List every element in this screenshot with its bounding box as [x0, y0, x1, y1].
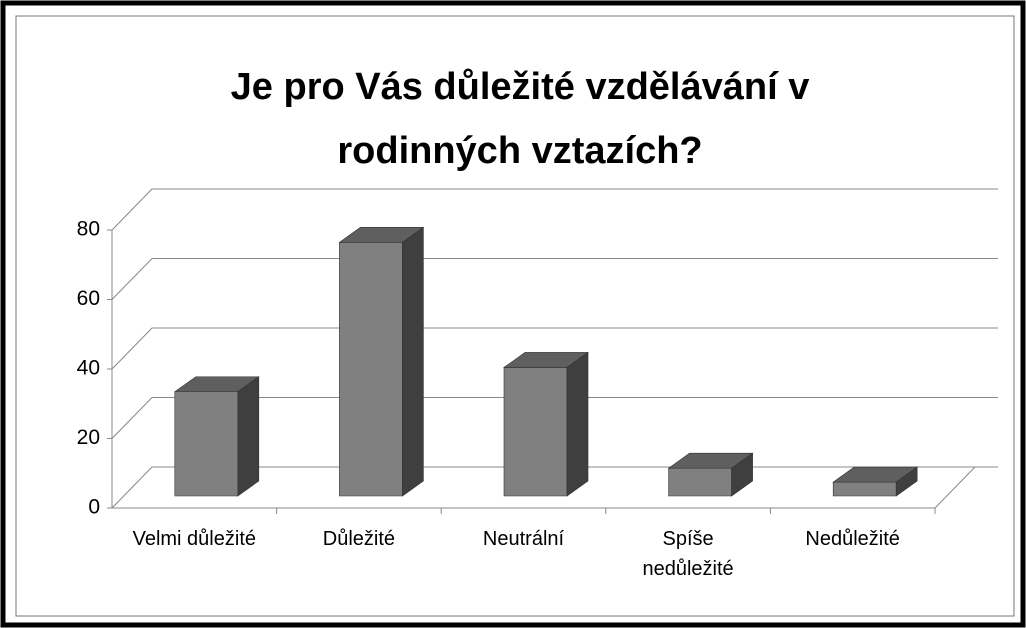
bar [173, 376, 260, 497]
bar-side [566, 351, 589, 497]
y-tick-label: 40 [77, 357, 100, 380]
y-tick-label: 60 [77, 287, 100, 310]
bar-front [503, 367, 568, 497]
bar-front [339, 242, 403, 497]
grid-line [111, 258, 998, 300]
grid-line [111, 188, 998, 231]
chart-title: Je pro Vás důležité vzdělávání v rodinný… [230, 66, 810, 172]
grid-line [111, 397, 998, 439]
bar [503, 351, 589, 497]
y-tick-label: 0 [88, 496, 100, 519]
bar [832, 466, 919, 497]
x-tick-label: Spíše nedůležité [642, 528, 734, 580]
bar-side [402, 226, 424, 497]
bar-front [668, 467, 732, 497]
x-tick-label: Důležité [322, 528, 396, 550]
bar [338, 226, 425, 497]
grid-line [111, 327, 998, 370]
x-tick-label: Velmi důležité [132, 528, 256, 550]
y-tick-label: 80 [77, 218, 100, 241]
bar-front [174, 391, 239, 497]
y-tick-label: 20 [77, 426, 100, 449]
bar [667, 452, 754, 497]
bar-side [237, 376, 260, 497]
chart-border [15, 15, 1015, 617]
bar-front [832, 481, 897, 497]
x-tick-label: Neutrální [482, 528, 565, 550]
bar-side [731, 452, 753, 497]
x-tick-label: Nedůležité [805, 528, 900, 550]
bar-side [895, 466, 918, 497]
